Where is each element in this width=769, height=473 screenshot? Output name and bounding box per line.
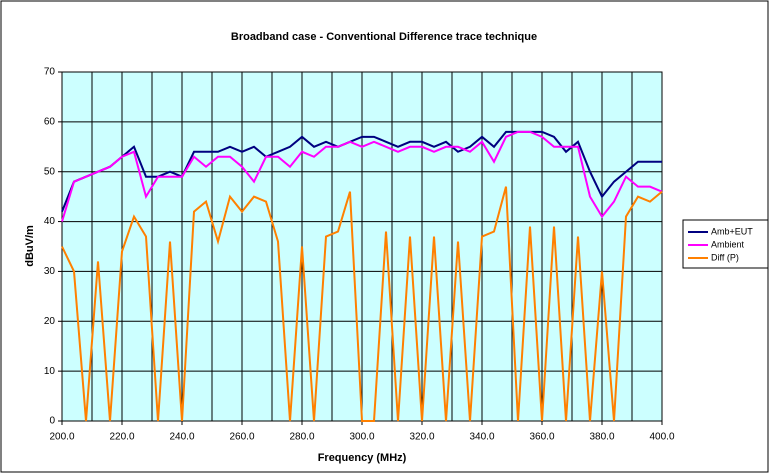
y-tick-label: 70 (44, 67, 56, 78)
x-tick-label: 320.0 (409, 432, 434, 443)
x-axis-label: Frequency (MHz) (318, 452, 407, 464)
x-tick-label: 380.0 (589, 432, 614, 443)
y-tick-label: 40 (44, 216, 56, 227)
y-tick-label: 10 (44, 366, 56, 377)
line-series (61, 130, 663, 222)
legend-label: Diff (P) (711, 252, 739, 262)
x-tick-label: 400.0 (649, 432, 674, 443)
x-tick-label: 220.0 (109, 432, 134, 443)
legend-label: Ambient (711, 239, 745, 249)
x-tick-label: 200.0 (49, 432, 74, 443)
x-tick-label: 260.0 (229, 432, 254, 443)
line-series (61, 186, 663, 422)
y-tick-label: 20 (44, 316, 56, 327)
y-tick-label: 30 (44, 266, 56, 277)
y-axis-label: dBuV/m (24, 225, 36, 267)
legend-label: Amb+EUT (711, 226, 753, 236)
x-tick-label: 360.0 (529, 432, 554, 443)
x-tick-label: 300.0 (349, 432, 374, 443)
chart-title: Broadband case - Conventional Difference… (231, 31, 537, 43)
x-tick-label: 240.0 (169, 432, 194, 443)
y-tick-label: 0 (49, 416, 55, 427)
y-tick-label: 60 (44, 116, 56, 127)
x-tick-label: 340.0 (469, 432, 494, 443)
y-tick-label: 50 (44, 166, 56, 177)
x-tick-label: 280.0 (289, 432, 314, 443)
